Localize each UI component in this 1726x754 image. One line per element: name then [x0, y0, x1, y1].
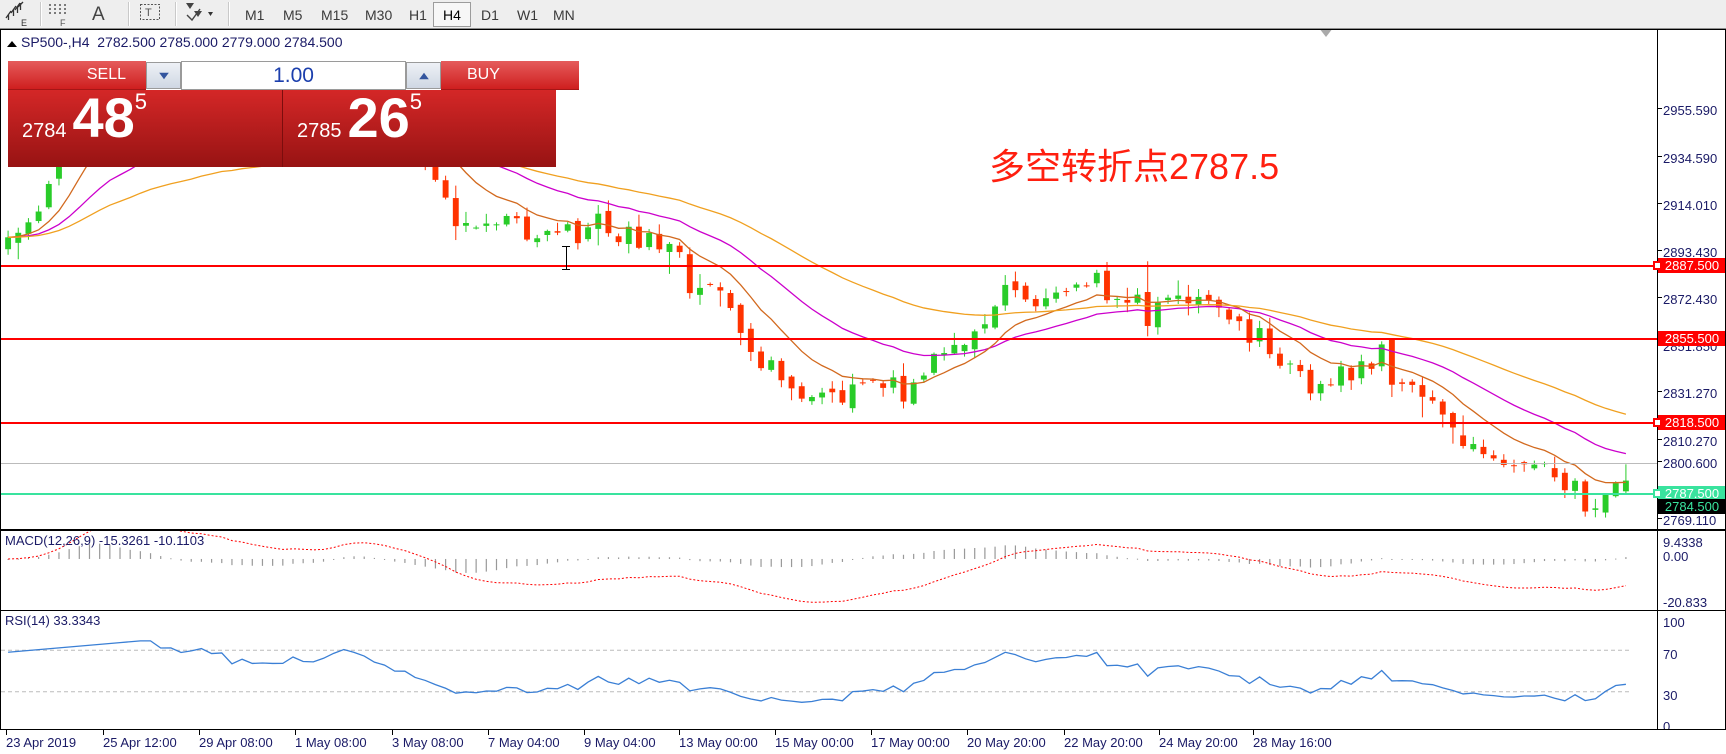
svg-text:F: F: [60, 18, 66, 28]
svg-text:T: T: [145, 7, 152, 19]
svg-text:E: E: [21, 18, 27, 28]
